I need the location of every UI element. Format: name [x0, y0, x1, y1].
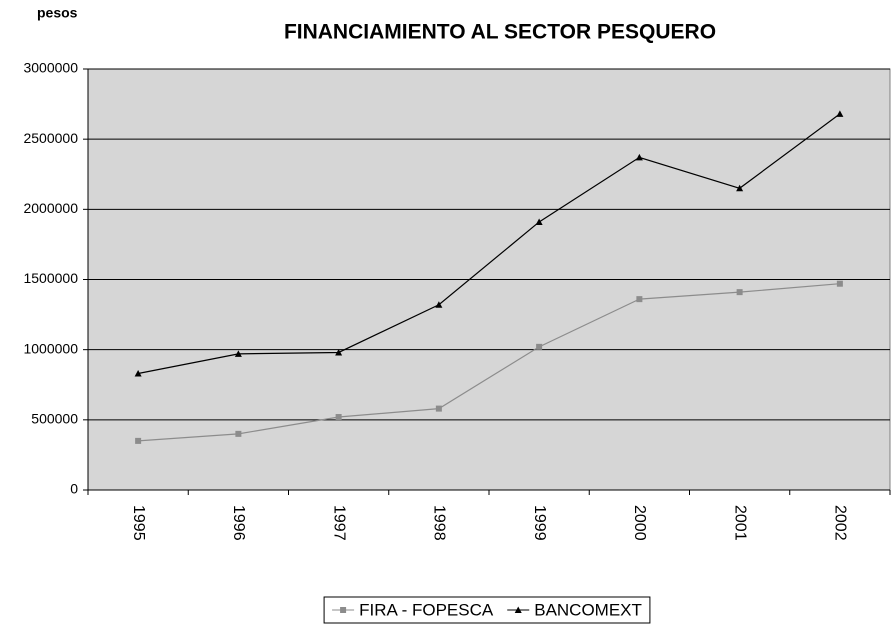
point [535, 218, 543, 225]
y-tick-label: 3000000 [23, 60, 78, 76]
point [135, 437, 142, 444]
chart-title: FINANCIAMIENTO AL SECTOR PESQUERO [284, 21, 716, 44]
x-tick-label: 2002 [832, 505, 849, 541]
y-tick-label: 0 [70, 481, 78, 497]
y-tick-label: 1000000 [23, 340, 78, 356]
series-line [138, 283, 840, 442]
legend-marker [340, 607, 347, 613]
y-tick-label: 1500000 [23, 270, 78, 286]
x-tick-label: 1996 [230, 505, 247, 541]
point [736, 184, 744, 192]
y-tick-label: 2500000 [23, 130, 78, 146]
series-line [138, 113, 841, 375]
point [736, 289, 743, 296]
x-tick-label: 1999 [531, 505, 548, 541]
point [536, 343, 543, 350]
point [435, 301, 443, 308]
legend-label: FIRA - FOPESCA [359, 600, 494, 619]
x-tick-label: 2001 [731, 505, 748, 541]
point [134, 370, 142, 377]
point [235, 430, 242, 437]
legend: FIRA - FOPESCA BANCOMEXT [323, 596, 651, 624]
point [234, 350, 242, 357]
point [836, 110, 844, 117]
x-tick-label: 1995 [130, 505, 147, 541]
point [836, 280, 843, 287]
x-tick-label: 1998 [431, 505, 448, 541]
point [636, 296, 643, 303]
x-tick-label: 1997 [330, 505, 347, 541]
y-axis-label: pesos [37, 5, 78, 21]
point [335, 414, 342, 421]
point [335, 348, 343, 356]
legend-marker [514, 606, 522, 613]
x-tick-label: 2000 [631, 505, 648, 541]
legend-label: BANCOMEXT [534, 600, 642, 619]
point [435, 405, 442, 412]
y-tick-label: 2000000 [23, 200, 78, 216]
legend-box [323, 596, 651, 624]
y-tick-label: 500000 [31, 411, 78, 427]
point [635, 153, 643, 161]
